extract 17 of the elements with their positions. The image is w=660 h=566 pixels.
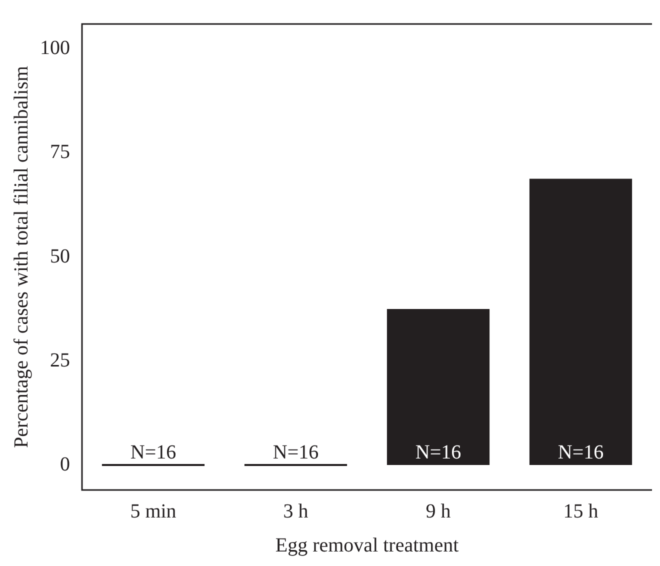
y-tick-label: 100 xyxy=(40,37,70,60)
y-tick-label: 0 xyxy=(60,453,70,476)
x-tick-label: 3 h xyxy=(283,500,308,522)
x-axis-title: Egg removal treatment xyxy=(275,534,460,556)
x-tick-label: 15 h xyxy=(563,500,598,522)
annotation: N=16 xyxy=(130,441,176,464)
annotation: N=16 xyxy=(415,441,462,464)
annotation: N=16 xyxy=(272,441,319,464)
bar xyxy=(386,309,490,466)
y-tick-label: 75 xyxy=(50,141,70,164)
y-tick-label: 50 xyxy=(50,245,70,268)
bar xyxy=(529,178,632,466)
x-tick-label: 9 h xyxy=(426,500,451,522)
y-axis-title: Percentage of cases with total filial cannibalism xyxy=(10,66,32,448)
y-tick-label: 25 xyxy=(50,349,70,372)
x-tick-label: 5 min xyxy=(130,500,176,522)
annotation: N=16 xyxy=(558,441,604,464)
